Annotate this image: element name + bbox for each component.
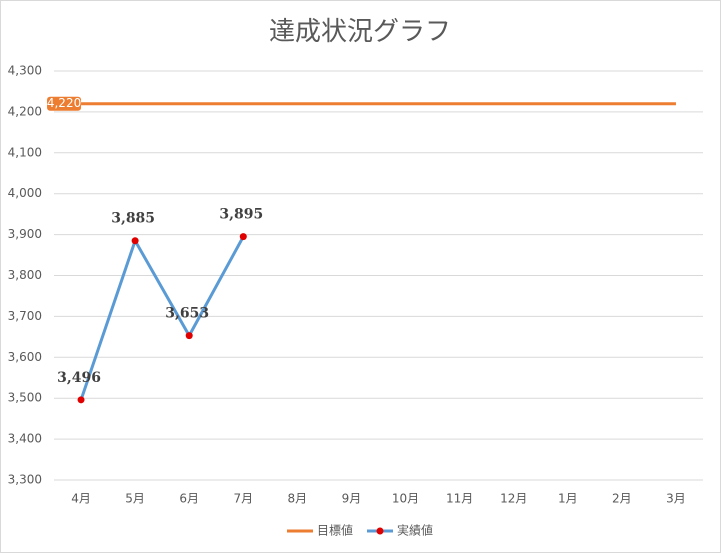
x-tick-label: 1月 xyxy=(558,492,578,506)
y-tick-label: 3,300 xyxy=(8,473,42,487)
data-label: 3,895 xyxy=(219,207,263,223)
y-tick-label: 3,400 xyxy=(8,432,42,446)
legend-label: 目標値 xyxy=(317,523,353,538)
y-tick-label: 3,900 xyxy=(8,227,42,241)
x-tick-label: 9月 xyxy=(342,492,362,506)
x-tick-label: 10月 xyxy=(392,492,419,506)
series-line xyxy=(79,235,245,401)
legend-label: 実績値 xyxy=(397,523,433,538)
x-tick-label: 6月 xyxy=(179,492,199,506)
marker xyxy=(239,233,247,241)
x-tick-label: 8月 xyxy=(288,492,308,506)
data-label-bg xyxy=(47,96,82,111)
y-tick-label: 4,300 xyxy=(8,64,42,78)
x-tick-label: 7月 xyxy=(233,492,253,506)
marker xyxy=(131,237,139,245)
y-tick-label: 3,500 xyxy=(8,391,42,405)
x-tick-label: 5月 xyxy=(125,492,145,506)
x-tick-label: 2月 xyxy=(612,492,632,506)
x-tick-label: 11月 xyxy=(446,492,473,506)
y-tick-label: 4,000 xyxy=(8,186,42,200)
data-label: 4,220 xyxy=(47,96,81,110)
data-label: 3,496 xyxy=(57,370,101,386)
data-label: 3,653 xyxy=(165,306,209,322)
marker xyxy=(77,396,85,404)
y-tick-label: 3,700 xyxy=(8,309,42,323)
x-tick-label: 4月 xyxy=(71,492,91,506)
y-tick-label: 4,100 xyxy=(8,145,42,159)
x-tick-label: 3月 xyxy=(666,492,686,506)
chart-title: 達成状況グラフ xyxy=(269,17,451,47)
legend-marker xyxy=(376,527,384,535)
x-tick-label: 12月 xyxy=(500,492,527,506)
data-label: 3,885 xyxy=(111,211,155,227)
y-tick-label: 4,200 xyxy=(8,104,42,118)
y-tick-label: 3,800 xyxy=(8,268,42,282)
marker xyxy=(185,332,193,340)
y-tick-label: 3,600 xyxy=(8,350,42,364)
